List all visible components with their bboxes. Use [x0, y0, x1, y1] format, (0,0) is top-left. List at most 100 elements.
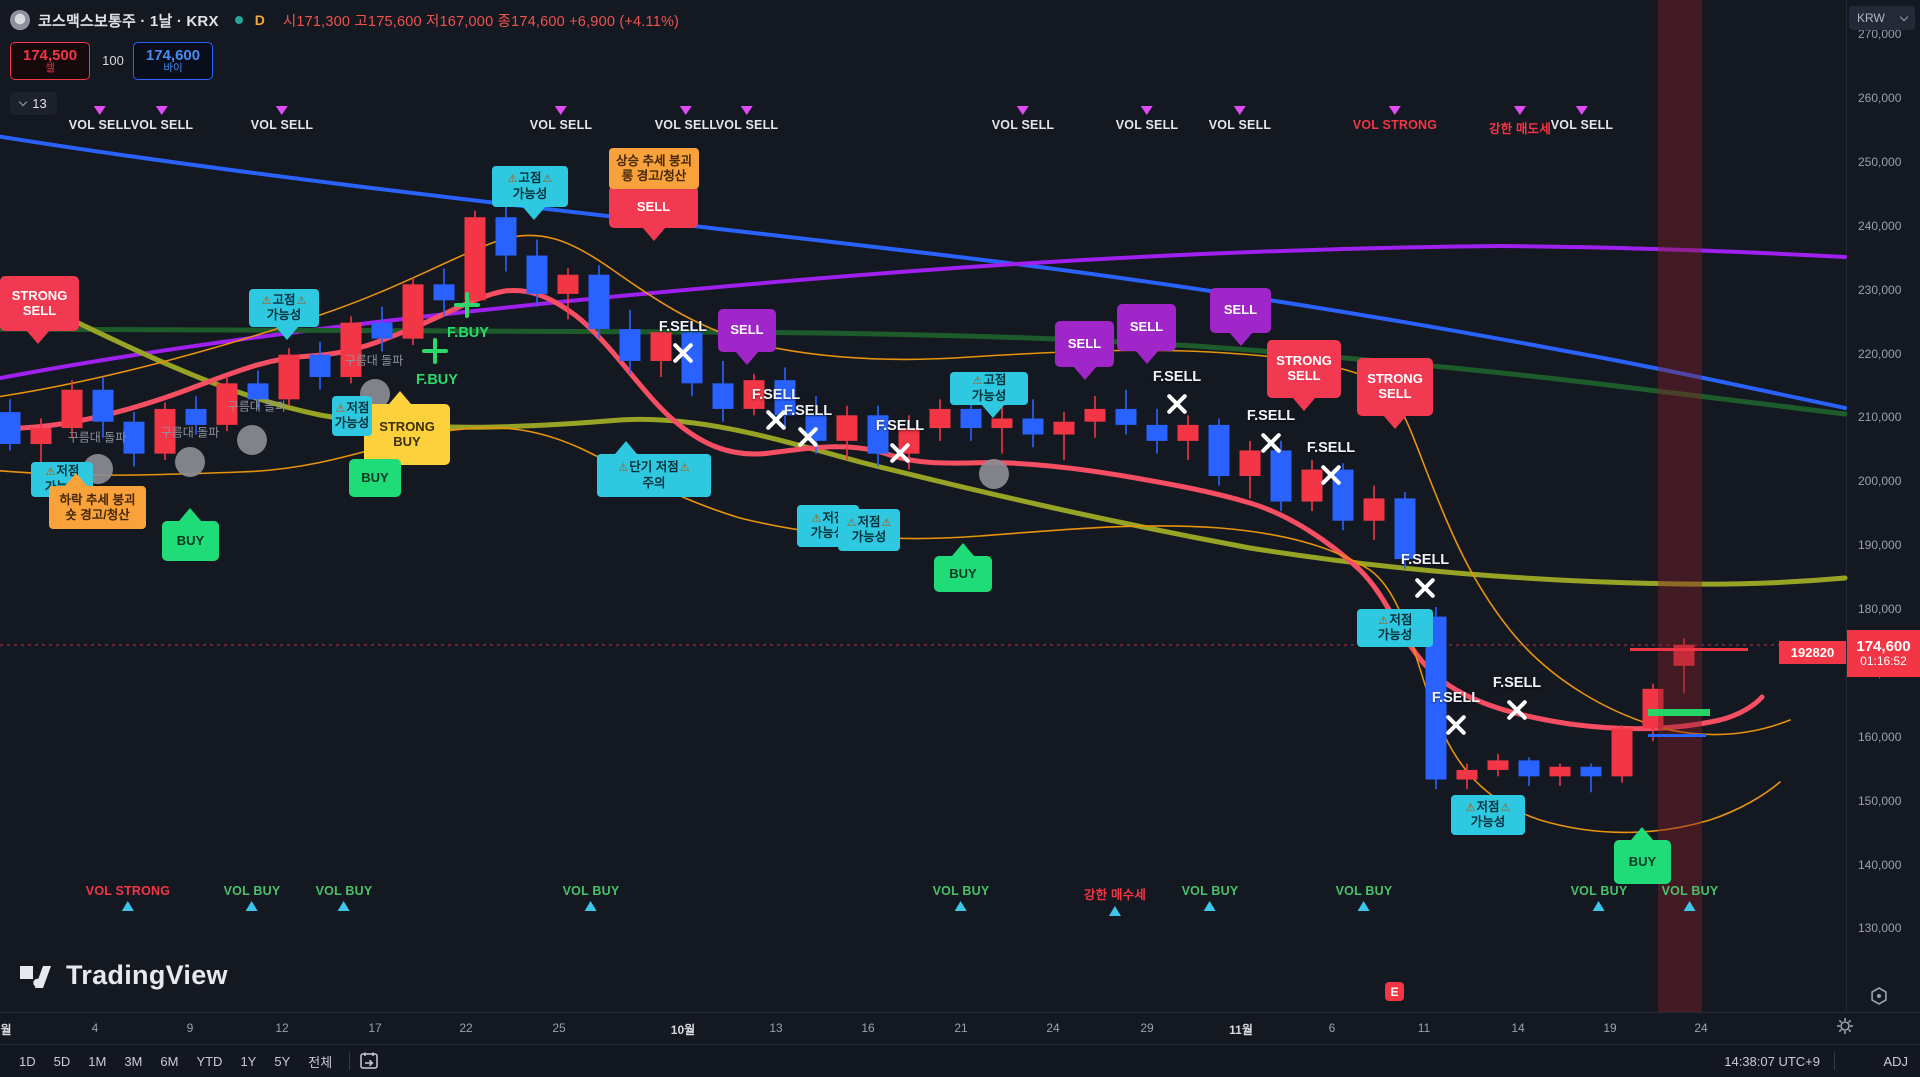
time-tick: 21	[954, 1021, 968, 1035]
sell-label: 셀	[45, 62, 55, 75]
warning-callout: 상승 추세 붕괴 롱 경고/청산	[609, 148, 699, 189]
candle	[123, 421, 145, 454]
tradingview-wordmark: TradingView	[66, 959, 228, 990]
vol-signal-top: VOL STRONG	[1353, 106, 1437, 132]
symbol-title[interactable]: 코스맥스보통주 · 1날 · KRX	[38, 12, 219, 30]
ohlc-values: 시171,300 고175,600 저167,000 종174,600 +6,9…	[282, 13, 680, 30]
range-button-5y[interactable]: 5Y	[274, 1053, 291, 1069]
buy-flag: BUY	[934, 543, 992, 592]
price-scale-settings-icon[interactable]	[1869, 986, 1889, 1006]
candle	[526, 255, 548, 294]
range-button-전체[interactable]: 전체	[308, 1054, 333, 1070]
buy-flag: BUY	[349, 459, 401, 497]
vol-signal-bottom: VOL BUY	[933, 884, 990, 911]
sell-flag: SELL	[609, 186, 698, 241]
marker-pointer	[981, 404, 1005, 418]
vol-signal-top: VOL SELL	[1116, 106, 1179, 132]
x-cross-marker	[1443, 712, 1469, 738]
range-button-6m[interactable]: 6M	[160, 1053, 179, 1069]
candle	[402, 284, 424, 339]
quantity-field[interactable]: 100	[102, 53, 124, 68]
x-cross-marker	[670, 340, 696, 366]
candle	[836, 415, 858, 441]
signal-dot	[237, 425, 267, 455]
vol-signal-bottom: VOL BUY	[1571, 884, 1628, 911]
time-tick: 10월	[670, 1023, 696, 1037]
vol-signal-label: VOL BUY	[1335, 884, 1393, 898]
vol-signal-label: VOL BUY	[932, 884, 990, 898]
candle	[154, 408, 176, 454]
candle	[1208, 424, 1230, 477]
triangle-down-icon	[1234, 106, 1246, 115]
buy-button[interactable]: 174,600 바이	[133, 42, 213, 80]
vol-signal-label: VOL SELL	[250, 118, 314, 132]
tradingview-attribution[interactable]: TradingView	[20, 958, 228, 992]
price-tick: 270,000	[1858, 27, 1902, 41]
go-to-date-icon[interactable]	[358, 1050, 380, 1072]
triangle-up-icon	[1204, 901, 1216, 911]
vol-signal-top: VOL SELL	[1209, 106, 1272, 132]
interval-badge[interactable]: D	[254, 12, 265, 28]
candle	[185, 408, 207, 425]
triangle-up-icon	[1684, 901, 1696, 911]
sell-price: 174,500	[22, 46, 78, 64]
candle	[1022, 418, 1044, 435]
range-button-5d[interactable]: 5D	[53, 1053, 71, 1069]
candle	[712, 383, 734, 409]
current-price: 174,600	[1856, 637, 1911, 655]
time-tick: 16	[861, 1021, 875, 1035]
candle	[0, 412, 21, 445]
triangle-down-icon	[555, 106, 567, 115]
toolbar-divider	[1834, 1052, 1835, 1070]
candle	[619, 329, 641, 361]
time-axis[interactable]: 월 4 9 12 17 22 25 10월 13 16 21 24 29 11월 6 11 14 19 24	[0, 1012, 1920, 1044]
time-tick: 14	[1511, 1021, 1525, 1035]
candle	[1642, 688, 1664, 729]
tradingview-logo-icon	[20, 966, 51, 988]
buy-flag: BUY	[1614, 827, 1671, 884]
triangle-down-icon	[1514, 106, 1526, 115]
marker-pointer	[952, 543, 974, 556]
stop-line-blue[interactable]	[1648, 734, 1706, 737]
f-sell-marker: F.SELL	[1306, 440, 1356, 456]
range-button-ytd[interactable]: YTD	[196, 1053, 223, 1069]
marker-pointer	[1383, 415, 1407, 429]
ma-blue	[0, 134, 1847, 410]
time-tick: 12	[275, 1021, 289, 1035]
vol-signal-label: 강한 매수세	[1083, 888, 1147, 902]
symbol-logo[interactable]	[10, 10, 30, 30]
chart-canvas[interactable]	[0, 0, 1920, 1012]
x-cross-marker	[1412, 575, 1438, 601]
triangle-up-icon	[121, 901, 134, 911]
f-sell-marker: F.SELL	[751, 387, 801, 403]
range-button-1d[interactable]: 1D	[19, 1053, 36, 1069]
sell-flag: SELL	[718, 309, 776, 365]
time-tick: 24	[1694, 1021, 1708, 1035]
time-axis-settings-icon[interactable]	[1835, 1016, 1855, 1036]
vol-signal-top: VOL SELL	[69, 106, 132, 132]
earnings-event-badge[interactable]: E	[1385, 982, 1404, 1001]
candle	[588, 274, 610, 330]
price-line-red[interactable]	[1630, 648, 1748, 651]
adj-toggle[interactable]: ADJ	[1883, 1053, 1908, 1069]
x-cross-marker	[763, 407, 789, 433]
sell-button[interactable]: 174,500 셀	[10, 42, 90, 80]
triangle-up-icon	[1593, 901, 1605, 911]
envelope-upper	[0, 234, 1791, 736]
candle	[960, 408, 982, 429]
buy-price: 174,600	[145, 46, 201, 64]
range-button-1m[interactable]: 1M	[88, 1053, 107, 1069]
currency-label: KRW	[1857, 11, 1885, 25]
f-buy-marker: F.BUY	[416, 372, 458, 388]
f-buy-marker: F.BUY	[447, 325, 489, 341]
toolbar-divider	[349, 1052, 351, 1070]
currency-dropdown[interactable]: KRW	[1849, 6, 1915, 30]
range-button-3m[interactable]: 3M	[124, 1053, 143, 1069]
position-line-green[interactable]	[1648, 709, 1710, 716]
candle	[1487, 760, 1509, 770]
range-button-1y[interactable]: 1Y	[240, 1053, 257, 1069]
candle	[1549, 766, 1571, 777]
time-tick: 11월	[1229, 1023, 1253, 1037]
marker-pointer	[1631, 827, 1653, 840]
indicator-count-dropdown[interactable]: 13	[10, 92, 57, 115]
